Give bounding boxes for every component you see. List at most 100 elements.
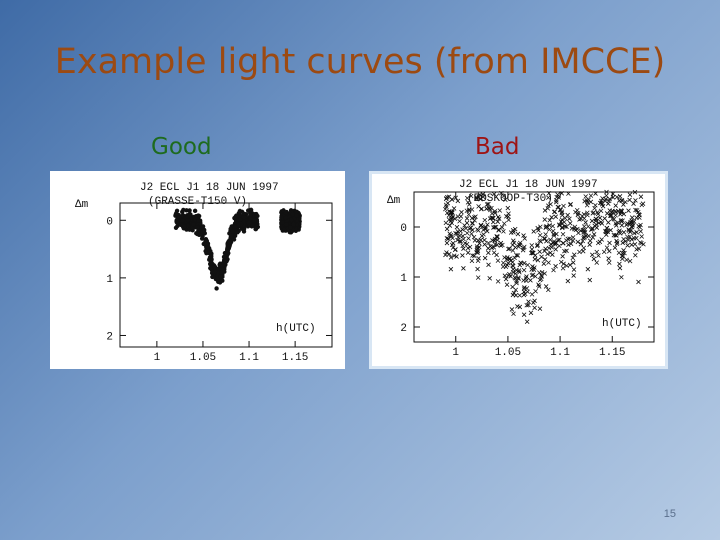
data-point xyxy=(600,203,606,209)
data-point xyxy=(611,216,617,222)
data-point xyxy=(225,250,231,256)
data-point xyxy=(591,210,596,215)
data-point xyxy=(529,267,534,272)
data-point xyxy=(455,237,460,243)
data-point xyxy=(522,285,527,290)
data-point xyxy=(521,267,527,273)
data-point xyxy=(505,255,510,260)
data-point xyxy=(546,190,552,196)
data-point xyxy=(605,201,611,206)
data-point xyxy=(553,247,558,252)
data-point xyxy=(639,234,644,239)
data-point xyxy=(505,205,511,211)
data-point xyxy=(587,242,592,247)
data-point xyxy=(455,198,461,204)
caption-good: Good xyxy=(151,134,212,160)
data-point xyxy=(560,240,566,246)
data-point xyxy=(236,222,241,228)
data-point xyxy=(241,229,247,234)
data-point xyxy=(473,194,479,200)
data-point xyxy=(626,227,631,232)
data-point xyxy=(612,245,618,250)
data-point xyxy=(514,278,519,284)
data-point xyxy=(247,208,253,213)
data-point xyxy=(444,240,450,246)
data-point xyxy=(449,220,455,226)
y-tick-label: 1 xyxy=(106,274,113,286)
chart-title: J2 ECL J1 18 JUN 1997 xyxy=(140,182,279,194)
data-point xyxy=(501,260,506,266)
data-point xyxy=(606,256,611,261)
data-point xyxy=(587,277,593,283)
data-point xyxy=(613,203,619,208)
data-point xyxy=(542,257,548,262)
data-point xyxy=(638,229,644,234)
data-point xyxy=(547,217,552,223)
data-point xyxy=(608,213,613,219)
data-point xyxy=(633,207,638,213)
x-tick-label: 1.05 xyxy=(190,352,216,364)
data-point xyxy=(225,247,231,253)
data-point xyxy=(633,198,638,203)
x-axis-label: h(UTC) xyxy=(602,318,642,330)
data-point xyxy=(524,319,530,324)
data-point xyxy=(465,245,471,251)
data-point xyxy=(567,216,572,222)
data-points xyxy=(443,189,646,324)
data-point xyxy=(586,197,591,203)
data-point xyxy=(574,207,580,213)
data-point xyxy=(547,223,552,228)
data-point xyxy=(571,267,577,272)
data-point xyxy=(241,211,246,217)
data-point xyxy=(506,260,511,266)
data-point xyxy=(506,211,511,216)
y-tick-label: 0 xyxy=(106,216,113,228)
data-point xyxy=(610,191,616,197)
data-point xyxy=(472,238,478,243)
data-point xyxy=(621,211,627,217)
data-point xyxy=(503,276,509,282)
data-point xyxy=(551,267,556,273)
data-point xyxy=(622,250,627,256)
data-point xyxy=(550,252,555,257)
data-point xyxy=(174,219,179,225)
data-point xyxy=(619,274,624,280)
data-point xyxy=(560,254,565,259)
data-point xyxy=(482,255,488,261)
data-point xyxy=(539,274,545,279)
data-point xyxy=(472,253,477,259)
data-point xyxy=(611,232,617,238)
data-point xyxy=(289,217,294,223)
data-point xyxy=(606,248,612,254)
data-point xyxy=(443,220,449,226)
data-point xyxy=(538,224,543,230)
data-point xyxy=(566,242,571,248)
data-point xyxy=(192,208,198,214)
data-point xyxy=(201,227,207,233)
data-point xyxy=(597,215,603,221)
data-point xyxy=(194,214,199,219)
data-point xyxy=(282,227,287,233)
chart-subtitle: (GRASSE-T150 V) xyxy=(148,196,247,208)
data-point xyxy=(499,190,504,196)
data-point xyxy=(535,225,540,231)
data-point xyxy=(512,226,518,232)
data-point xyxy=(514,252,519,258)
data-point xyxy=(464,230,470,236)
data-point xyxy=(483,225,488,230)
data-point xyxy=(562,248,567,254)
data-point xyxy=(490,219,496,225)
data-point xyxy=(542,248,547,254)
data-point xyxy=(457,233,463,238)
data-point xyxy=(451,206,457,211)
data-point xyxy=(537,232,543,238)
x-tick-label: 1.15 xyxy=(282,352,308,364)
data-point xyxy=(613,223,619,228)
data-point xyxy=(634,230,639,235)
data-point xyxy=(492,236,498,242)
data-point xyxy=(606,260,612,265)
data-point xyxy=(250,223,255,228)
data-point xyxy=(592,205,597,211)
data-point xyxy=(235,230,240,235)
data-point xyxy=(475,266,480,272)
